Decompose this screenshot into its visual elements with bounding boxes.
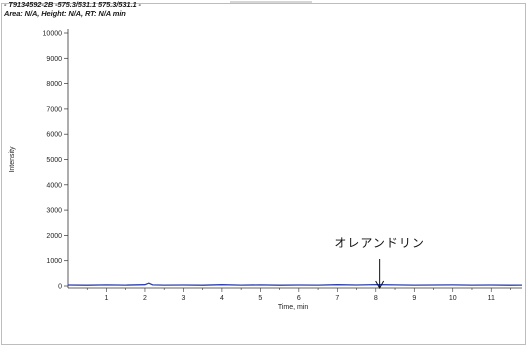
x-tick-label: 4 (220, 295, 224, 302)
chromatogram-trace (67, 282, 523, 286)
x-axis-title: Time, min (278, 304, 309, 311)
x-tick-label: 9 (412, 295, 416, 302)
y-tick-label: 3000 (46, 208, 62, 215)
y-tick-label: 4000 (46, 182, 62, 189)
y-tick-label: 6000 (46, 132, 62, 139)
x-tick-label: 8 (374, 295, 378, 302)
x-tick-label: 11 (488, 295, 495, 302)
y-tick-label: 7000 (46, 106, 62, 113)
annotation-arrow-head (375, 280, 385, 290)
y-tick-label: 10000 (43, 31, 63, 38)
x-tick-label: 6 (297, 295, 301, 302)
y-tick-label: 2000 (46, 233, 62, 240)
y-tick-label: 0 (58, 284, 62, 291)
peak-info-label: Area: N/A, Height: N/A, RT: N/A min (4, 9, 126, 18)
y-axis-title: Intensity (9, 146, 16, 173)
x-tick-label: 3 (181, 295, 185, 302)
y-tick-label: 1000 (46, 258, 62, 265)
x-tick-label: 1 (105, 295, 109, 302)
compound-annotation: オレアンドリン (334, 236, 425, 250)
y-tick-label: 8000 (46, 81, 62, 88)
x-tick-label: 7 (335, 295, 339, 302)
x-tick-label: 5 (258, 295, 262, 302)
panel-tab-strip (230, 1, 312, 3)
y-tick-label: 5000 (46, 157, 62, 164)
trace-id-label: - T9134592-2B -575.3/531.1 575.3/531.1 - (4, 0, 141, 9)
y-tick-label: 9000 (46, 56, 62, 63)
x-tick-label: 2 (143, 295, 147, 302)
x-tick-label: 10 (449, 295, 457, 302)
